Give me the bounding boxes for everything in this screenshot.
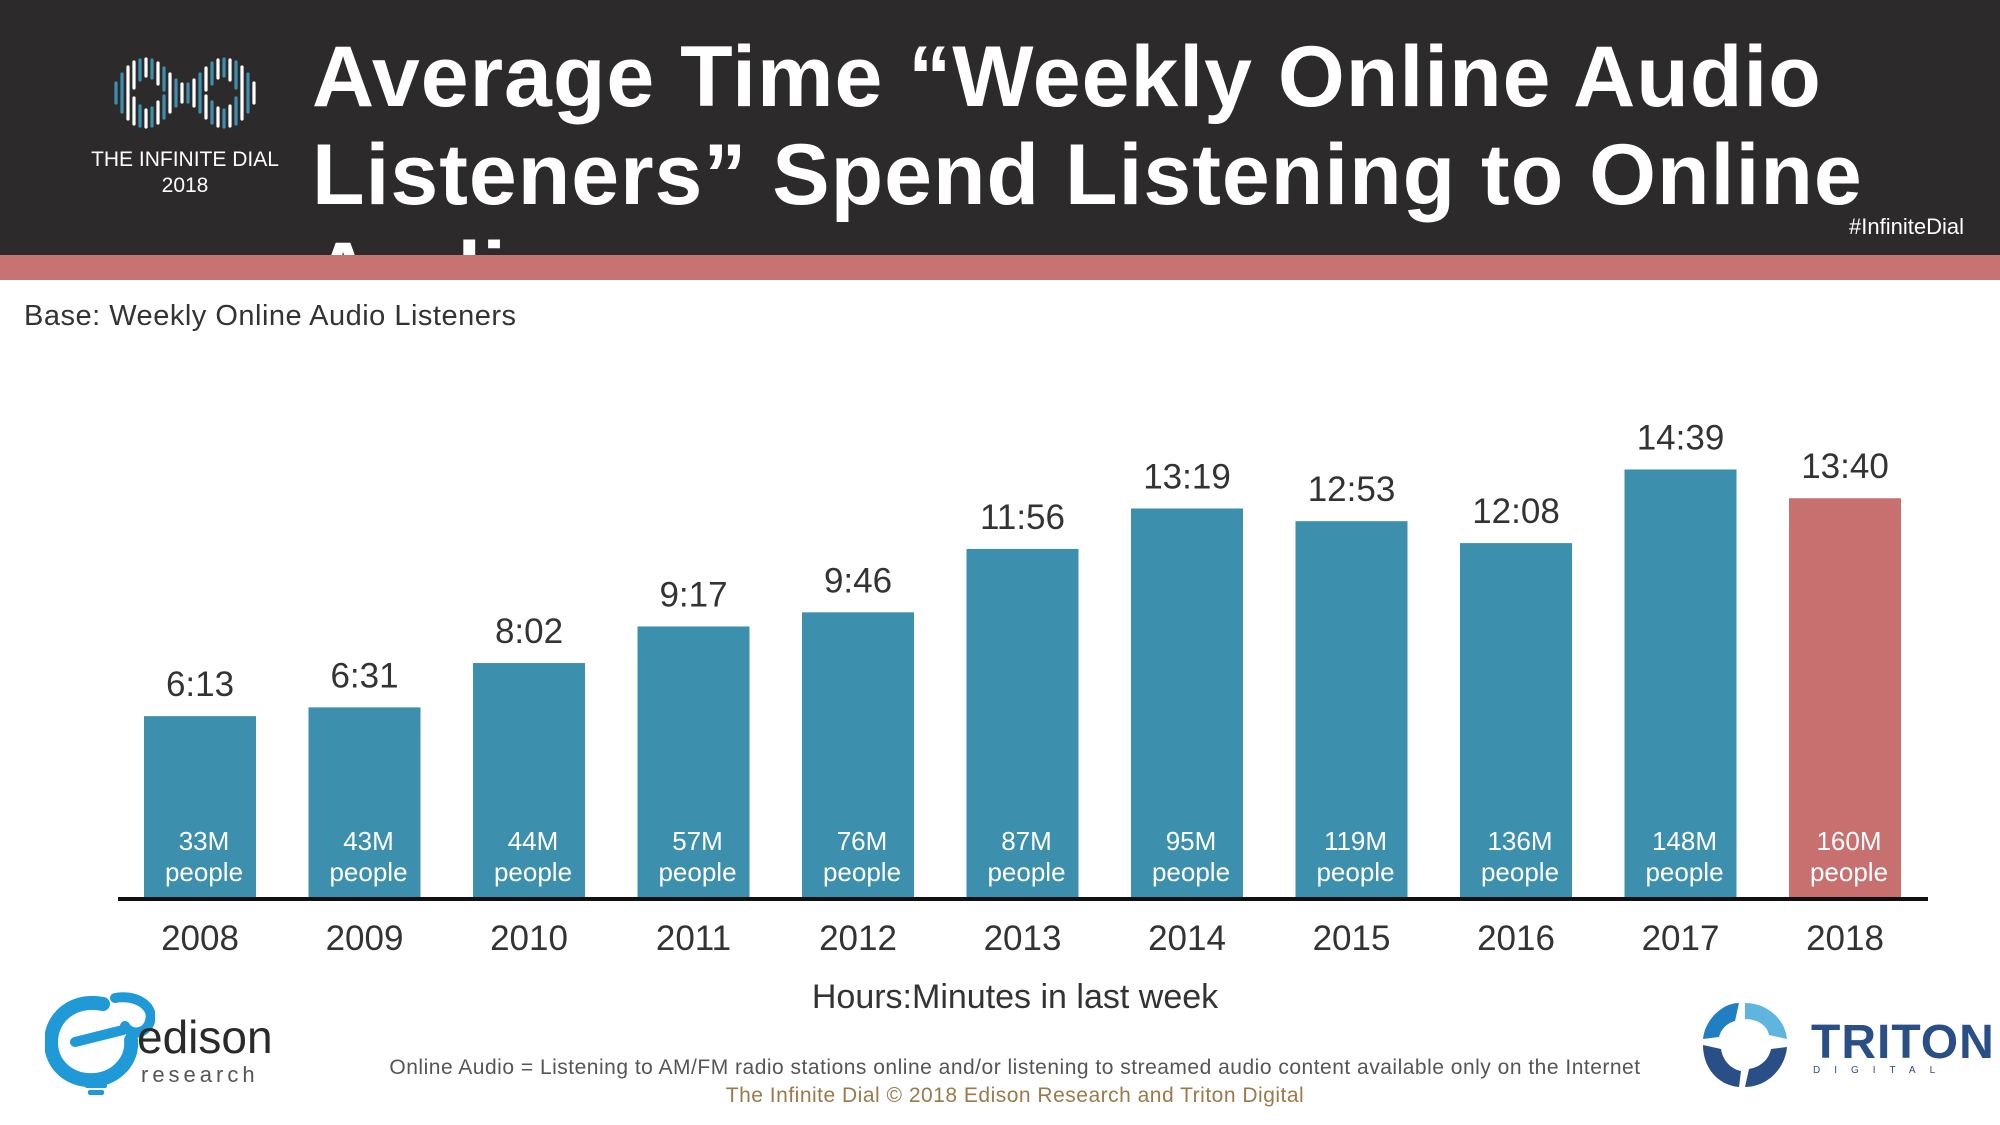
value-label-2017: 14:39 bbox=[1637, 418, 1725, 457]
people-suffix-2014: people bbox=[1152, 857, 1230, 887]
x-tick-label-2017: 2017 bbox=[1642, 919, 1720, 958]
people-suffix-2015: people bbox=[1316, 857, 1394, 887]
people-count-2011: 57M bbox=[672, 826, 723, 856]
people-count-2010: 44M bbox=[508, 826, 559, 856]
people-count-2013: 87M bbox=[1001, 826, 1052, 856]
x-tick-label-2010: 2010 bbox=[490, 919, 568, 958]
x-tick-label-2018: 2018 bbox=[1806, 919, 1884, 958]
triton-wordmark: TRITON bbox=[1811, 1016, 1995, 1069]
people-count-2014: 95M bbox=[1166, 826, 1217, 856]
people-suffix-2012: people bbox=[823, 857, 901, 887]
x-tick-label-2008: 2008 bbox=[161, 919, 239, 958]
page-title: Average Time “Weekly Online Audio Listen… bbox=[312, 28, 1992, 322]
value-label-2010: 8:02 bbox=[495, 612, 563, 651]
bar-2016 bbox=[1460, 543, 1572, 898]
people-suffix-2018: people bbox=[1810, 857, 1888, 887]
value-label-2011: 9:17 bbox=[659, 575, 727, 614]
people-suffix-2011: people bbox=[658, 857, 736, 887]
x-tick-label-2016: 2016 bbox=[1477, 919, 1555, 958]
people-count-2017: 148M bbox=[1652, 826, 1717, 856]
people-suffix-2017: people bbox=[1645, 857, 1723, 887]
infinite-dial-logo: THE INFINITE DIAL 2018 bbox=[90, 48, 280, 208]
bar-2011 bbox=[637, 626, 750, 898]
base-label: Base: Weekly Online Audio Listeners bbox=[24, 300, 517, 332]
value-label-2012: 9:46 bbox=[824, 561, 892, 600]
logo-year-text: 2018 bbox=[161, 174, 209, 197]
bar-2013 bbox=[966, 548, 1079, 898]
bar-2014 bbox=[1131, 508, 1243, 898]
people-count-2015: 119M bbox=[1324, 826, 1387, 856]
edison-subtitle: research bbox=[141, 1062, 259, 1087]
bar-2017 bbox=[1624, 469, 1737, 898]
footer-definition: Online Audio = Listening to AM/FM radio … bbox=[389, 1056, 1641, 1079]
x-tick-label-2015: 2015 bbox=[1313, 919, 1391, 958]
x-tick-label-2009: 2009 bbox=[326, 919, 404, 958]
title-line-2: Listeners” Spend Listening to Online Aud… bbox=[312, 127, 1863, 321]
value-label-2009: 6:31 bbox=[330, 656, 398, 695]
value-label-2016: 12:08 bbox=[1472, 492, 1560, 531]
triton-digital-logo: TRITON DIGITAL bbox=[1695, 995, 1994, 1095]
infinity-waveform-icon bbox=[114, 57, 256, 129]
title-line-1: Average Time “Weekly Online Audio bbox=[312, 29, 1822, 125]
bar-2018 bbox=[1789, 498, 1901, 898]
hashtag-label: #InfiniteDial bbox=[1849, 214, 1964, 239]
accent-stripe bbox=[0, 255, 2000, 280]
bar-2009 bbox=[308, 707, 421, 898]
people-suffix-2009: people bbox=[329, 857, 407, 887]
edison-research-logo: edison research bbox=[45, 990, 305, 1100]
x-tick-label-2012: 2012 bbox=[819, 919, 897, 958]
people-suffix-2016: people bbox=[1481, 857, 1559, 887]
value-label-2013: 11:56 bbox=[980, 498, 1065, 537]
people-suffix-2008: people bbox=[165, 857, 243, 887]
people-count-2009: 43M bbox=[343, 826, 394, 856]
bar-2008 bbox=[144, 716, 256, 898]
x-tick-label-2014: 2014 bbox=[1148, 919, 1226, 958]
bar-2012 bbox=[802, 612, 914, 898]
x-axis-title: Hours:Minutes in last week bbox=[812, 978, 1219, 1016]
bar-chart: 6:1333Mpeople20086:3143Mpeople20098:0244… bbox=[118, 418, 1928, 1016]
bar-2010 bbox=[473, 663, 585, 898]
triton-swirl-icon bbox=[1703, 1003, 1787, 1087]
value-label-2018: 13:40 bbox=[1801, 447, 1889, 486]
edison-wordmark: edison bbox=[137, 1011, 273, 1063]
people-count-2016: 136M bbox=[1487, 826, 1552, 856]
bar-2015 bbox=[1295, 521, 1408, 898]
x-tick-label-2011: 2011 bbox=[656, 919, 731, 958]
people-count-2012: 76M bbox=[837, 826, 888, 856]
edison-lightbulb-icon bbox=[45, 992, 155, 1095]
header-bar: THE INFINITE DIAL 2018 Average Time “Wee… bbox=[0, 0, 2000, 321]
triton-subtitle: DIGITAL bbox=[1813, 1065, 1950, 1076]
value-label-2008: 6:13 bbox=[166, 665, 234, 704]
footer-copyright: The Infinite Dial © 2018 Edison Research… bbox=[725, 1084, 1305, 1107]
logo-title-text: THE INFINITE DIAL bbox=[91, 148, 279, 171]
people-count-2008: 33M bbox=[179, 826, 230, 856]
x-tick-label-2013: 2013 bbox=[984, 919, 1062, 958]
value-label-2014: 13:19 bbox=[1143, 457, 1231, 496]
people-suffix-2013: people bbox=[987, 857, 1065, 887]
value-label-2015: 12:53 bbox=[1308, 470, 1396, 509]
people-count-2018: 160M bbox=[1816, 826, 1881, 856]
people-suffix-2010: people bbox=[494, 857, 572, 887]
